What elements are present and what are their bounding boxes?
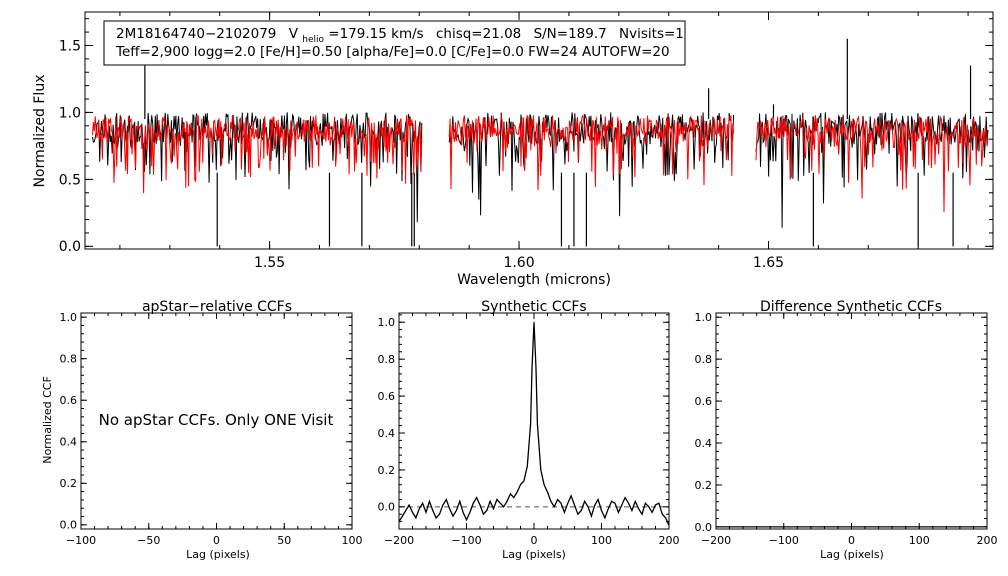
spectrum-legend: 2M18164740−2102079 V helio =179.15 km/s … xyxy=(103,20,686,66)
ccf-line xyxy=(398,322,670,526)
x-tick-label: 0 xyxy=(531,534,538,547)
x-tick-label: 100 xyxy=(342,534,363,547)
stellar-params: Teff=2,900 logg=2.0 [Fe/H]=0.50 [alpha/F… xyxy=(115,44,670,60)
y-tick-label: 1.5 xyxy=(59,38,81,54)
apstar-ccf-ticks: −100 −50 0 50 100 0.0 0.2 0.4 0.6 0.8 1.0 xyxy=(60,311,363,547)
nvisits: Nvisits=1 xyxy=(619,26,684,42)
spectrum-ticks: 1.55 1.60 1.65 0.0 0.5 1.0 1.5 xyxy=(59,12,993,271)
spectrum-frame xyxy=(84,11,994,250)
apstar-ccf-xlabel: Lag (pixels) xyxy=(186,548,250,561)
x-tick-label: 200 xyxy=(659,534,680,547)
spectrum-lines xyxy=(92,38,989,247)
x-tick-label: 1.60 xyxy=(503,255,534,271)
difference-ccf-title: Difference Synthetic CCFs xyxy=(760,299,942,315)
x-tick-label: −100 xyxy=(66,534,96,547)
x-tick-label: 100 xyxy=(909,534,930,547)
y-tick-label: 0.2 xyxy=(378,464,396,477)
y-tick-label: 0.6 xyxy=(695,395,713,408)
y-tick-label: 0.2 xyxy=(60,477,78,490)
synthetic-model-segment xyxy=(92,114,423,194)
y-tick-label: 0.8 xyxy=(60,353,78,366)
synthetic-model-segment xyxy=(448,113,735,191)
y-tick-label: 0.4 xyxy=(695,437,713,450)
legend-line-1: 2M18164740−2102079 V helio =179.15 km/s … xyxy=(116,26,684,46)
y-tick-label: 0.4 xyxy=(378,427,396,440)
apstar-ccf-panel: apStar−relative CCFs −100 −50 0 50 100 0.0 0.2… xyxy=(41,299,363,561)
y-tick-label: 1.0 xyxy=(695,311,713,324)
x-tick-label: −50 xyxy=(137,534,160,547)
no-ccf-annotation: No apStar CCFs. Only ONE Visit xyxy=(99,411,334,429)
x-tick-label: −200 xyxy=(384,534,414,547)
synthetic-model-segment xyxy=(755,115,989,213)
y-tick-label: 0.5 xyxy=(59,172,81,188)
spectrum-panel: 1.55 1.60 1.65 0.0 0.5 1.0 1.5 2M18164740−2102… xyxy=(32,11,994,288)
synthetic-ccf-plot xyxy=(398,322,670,526)
x-tick-label: 0 xyxy=(213,534,220,547)
y-tick-label: 0.0 xyxy=(695,521,713,534)
vhelio-value: =179.15 km/s xyxy=(328,26,423,42)
y-tick-label: 0.0 xyxy=(60,519,78,532)
synthetic-ccf-ticks: −200 −100 0 100 200 0.0 0.2 0.4 0.6 0.8 1.0 xyxy=(378,313,680,547)
y-tick-label: 0.0 xyxy=(378,501,396,514)
legend-box xyxy=(103,20,686,66)
x-tick-label: 200 xyxy=(977,534,998,547)
x-tick-label: −200 xyxy=(701,534,731,547)
x-tick-label: −100 xyxy=(451,534,481,547)
y-tick-label: 0.6 xyxy=(60,394,78,407)
difference-ccf-xlabel: Lag (pixels) xyxy=(820,548,884,561)
y-tick-label: 1.0 xyxy=(60,311,78,324)
synthetic-ccf-xlabel: Lag (pixels) xyxy=(502,548,566,561)
synthetic-ccf-frame xyxy=(398,312,670,530)
x-tick-label: 100 xyxy=(591,534,612,547)
y-tick-label: 1.0 xyxy=(59,105,81,121)
x-tick-label: 0 xyxy=(848,534,855,547)
difference-ccf-panel: Difference Synthetic CCFs −200 −100 0 100 20… xyxy=(695,299,998,561)
x-tick-label: 1.65 xyxy=(753,255,784,271)
difference-ccf-frame xyxy=(715,312,988,530)
x-tick-label: 1.55 xyxy=(254,255,285,271)
chisq: chisq=21.08 xyxy=(436,26,521,42)
apstar-ccf-ylabel: Normalized CCF xyxy=(41,376,54,464)
y-tick-label: 0.8 xyxy=(695,353,713,366)
apstar-ccf-title: apStar−relative CCFs xyxy=(142,299,292,315)
spectrum-xlabel: Wavelength (microns) xyxy=(457,272,611,288)
x-tick-label: −100 xyxy=(769,534,799,547)
x-tick-label: 50 xyxy=(277,534,291,547)
spectrum-ylabel: Normalized Flux xyxy=(32,75,48,188)
y-tick-label: 0.2 xyxy=(695,479,713,492)
vhelio-prefix: V xyxy=(289,26,299,42)
difference-ccf-ticks: −200 −100 0 100 200 0.0 0.2 0.4 0.6 0.8 1.0 xyxy=(695,311,998,547)
vhelio-subscript: helio xyxy=(302,35,324,45)
synthetic-ccf-panel: Synthetic CCFs −200 −100 0 100 200 0.0 0.2 0.4 0… xyxy=(378,299,680,561)
y-tick-label: 0.6 xyxy=(378,390,396,403)
snr: S/N=189.7 xyxy=(534,26,607,42)
synthetic-ccf-title: Synthetic CCFs xyxy=(481,299,586,315)
y-tick-label: 0.8 xyxy=(378,353,396,366)
y-tick-label: 1.0 xyxy=(378,316,396,329)
star-id: 2M18164740−2102079 xyxy=(116,26,276,42)
y-tick-label: 0.4 xyxy=(60,436,78,449)
y-tick-label: 0.0 xyxy=(59,239,81,255)
